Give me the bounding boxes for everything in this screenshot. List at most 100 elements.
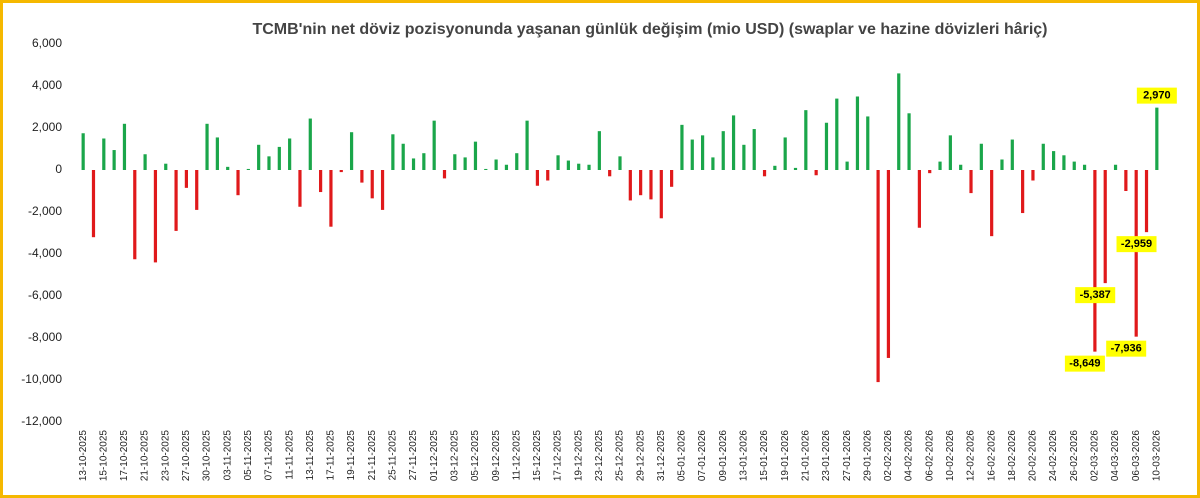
bar	[1052, 151, 1056, 170]
bar	[855, 96, 860, 170]
bar	[1155, 107, 1159, 170]
bar	[226, 166, 230, 170]
bar	[277, 146, 281, 170]
value-label-bg	[1075, 287, 1116, 304]
bar	[1000, 159, 1004, 170]
bar	[907, 113, 911, 170]
bar	[1072, 161, 1076, 170]
x-tick-label: 19-01-2026	[780, 430, 791, 482]
bar	[257, 144, 261, 170]
bar	[1082, 164, 1087, 170]
x-tick-label: 27-01-2026	[842, 430, 853, 482]
bar	[370, 170, 374, 199]
x-tick-label: 31-12-2025	[656, 430, 667, 482]
bar	[783, 137, 787, 170]
x-tick-label: 23-10-2025	[160, 430, 171, 482]
bar	[990, 170, 994, 237]
chart-title: TCMB'nin net döviz pozisyonunda yaşanan …	[252, 21, 1047, 38]
y-tick-label: -10,000	[21, 372, 62, 386]
x-tick-label: 18-02-2026	[1007, 430, 1018, 482]
bar	[793, 167, 798, 170]
bar	[1062, 155, 1066, 170]
bar	[566, 160, 570, 170]
bar	[979, 143, 983, 170]
x-tick-label: 23-12-2025	[594, 430, 605, 482]
x-tick-label: 02-03-2026	[1090, 430, 1101, 482]
bar	[752, 129, 756, 170]
x-tick-label: 13-10-2025	[78, 430, 89, 482]
bar	[608, 170, 612, 177]
bar	[195, 170, 199, 210]
bar	[680, 124, 684, 170]
bar	[690, 139, 694, 170]
bar	[81, 133, 85, 170]
bar	[835, 98, 839, 170]
y-tick-label: -6,000	[28, 288, 62, 302]
x-tick-label: 06-03-2026	[1131, 430, 1142, 482]
bar	[1010, 139, 1014, 170]
y-tick-label: -12,000	[21, 414, 62, 428]
bar	[618, 156, 622, 170]
value-label: -7,936	[1111, 343, 1142, 355]
y-tick-label: 0	[55, 162, 62, 176]
y-tick-label: 6,000	[32, 36, 62, 50]
bar	[824, 122, 829, 170]
bar	[639, 170, 643, 196]
x-tick-label: 17-12-2025	[553, 430, 564, 482]
bar	[969, 170, 973, 194]
bar	[814, 170, 818, 176]
bar	[845, 161, 849, 170]
x-tick-label: 27-10-2025	[181, 430, 192, 482]
bar	[91, 170, 96, 238]
bar	[731, 115, 736, 170]
bar	[319, 170, 323, 193]
bar	[205, 123, 209, 170]
y-tick-label: -2,000	[28, 204, 62, 218]
bar	[422, 153, 426, 170]
bar	[1021, 170, 1025, 214]
bar	[463, 157, 467, 170]
value-label: -5,387	[1080, 289, 1111, 301]
bar	[453, 154, 457, 170]
x-tick-label: 05-12-2025	[470, 430, 481, 482]
bar	[1124, 170, 1128, 191]
bar	[380, 170, 385, 210]
bar	[535, 170, 540, 186]
x-tick-label: 15-12-2025	[532, 430, 543, 482]
x-tick-label: 21-10-2025	[140, 430, 151, 482]
bar	[122, 123, 127, 170]
x-tick-label: 12-02-2026	[966, 430, 977, 482]
bar	[360, 170, 364, 183]
bar	[649, 170, 653, 200]
x-tick-label: 21-01-2026	[800, 430, 811, 482]
bar	[484, 168, 488, 170]
bar	[670, 170, 674, 187]
x-tick-label: 09-01-2026	[718, 430, 729, 482]
x-tick-label: 11-12-2025	[511, 430, 522, 481]
x-tick-label: 04-03-2026	[1110, 430, 1121, 482]
x-tick-label: 11-11-2025	[284, 430, 295, 480]
bar	[628, 170, 632, 201]
bar	[494, 159, 498, 170]
bar	[391, 134, 395, 170]
bar	[587, 164, 591, 170]
bar	[515, 153, 519, 170]
x-tick-label: 25-12-2025	[615, 430, 626, 482]
bar	[525, 120, 529, 170]
bar	[153, 170, 158, 263]
bar	[928, 170, 932, 174]
bar	[339, 170, 343, 173]
bar	[102, 138, 106, 170]
bar	[721, 131, 725, 170]
bar	[411, 158, 416, 170]
x-tick-label: 21-11-2025	[367, 430, 378, 481]
x-tick-label: 16-02-2026	[986, 430, 997, 482]
bar	[473, 141, 478, 170]
bar	[174, 170, 178, 231]
bar	[164, 163, 168, 170]
bar	[959, 164, 963, 170]
bar	[876, 170, 880, 383]
bar	[143, 154, 147, 170]
